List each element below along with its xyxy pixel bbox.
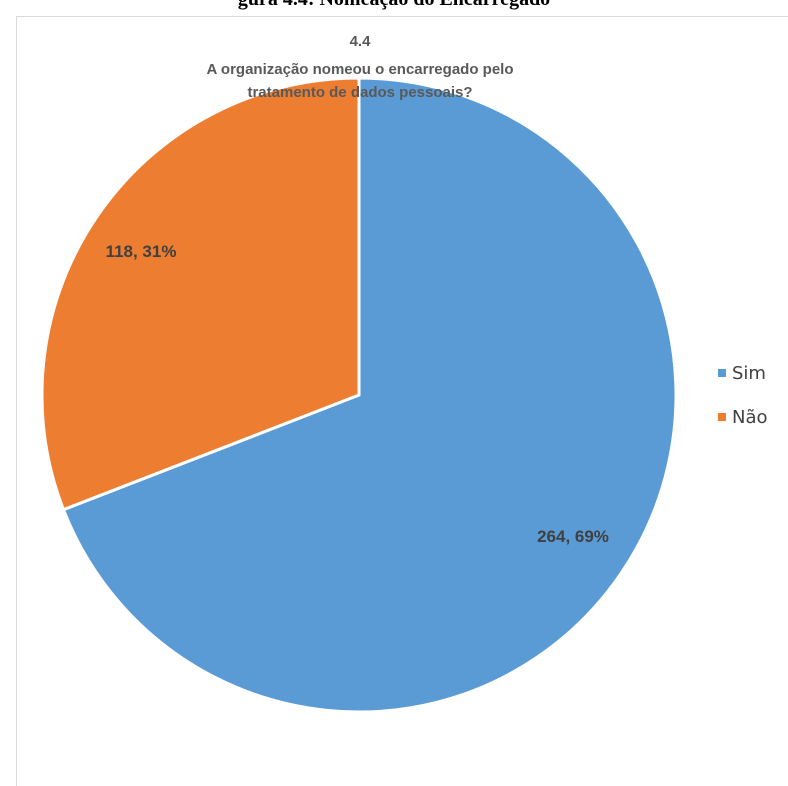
legend-item-nao: Não <box>718 406 768 428</box>
legend-label-nao: Não <box>732 406 768 428</box>
data-labels: 264, 69% 118, 31% <box>106 242 609 546</box>
chart-title-line-2: tratamento de dados pessoais? <box>247 84 473 101</box>
legend-label-sim: Sim <box>732 362 766 384</box>
legend-swatch-sim <box>718 369 726 377</box>
data-label-sim: 264, 69% <box>537 527 609 546</box>
data-label-nao: 118, 31% <box>106 242 177 261</box>
legend-item-sim: Sim <box>718 362 766 384</box>
chart-frame <box>16 16 788 786</box>
pie-slices <box>40 76 678 714</box>
chart-title-line-1: A organização nomeou o encarregado pelo <box>206 61 514 78</box>
legend-swatch-nao <box>718 413 726 421</box>
chart-title-number: 4.4 <box>349 33 371 50</box>
figure-caption: gura 4.4: Nomeação do Encarregado <box>0 0 788 11</box>
pie-slice-nao <box>40 76 361 512</box>
pie-slice-sim <box>61 76 678 714</box>
